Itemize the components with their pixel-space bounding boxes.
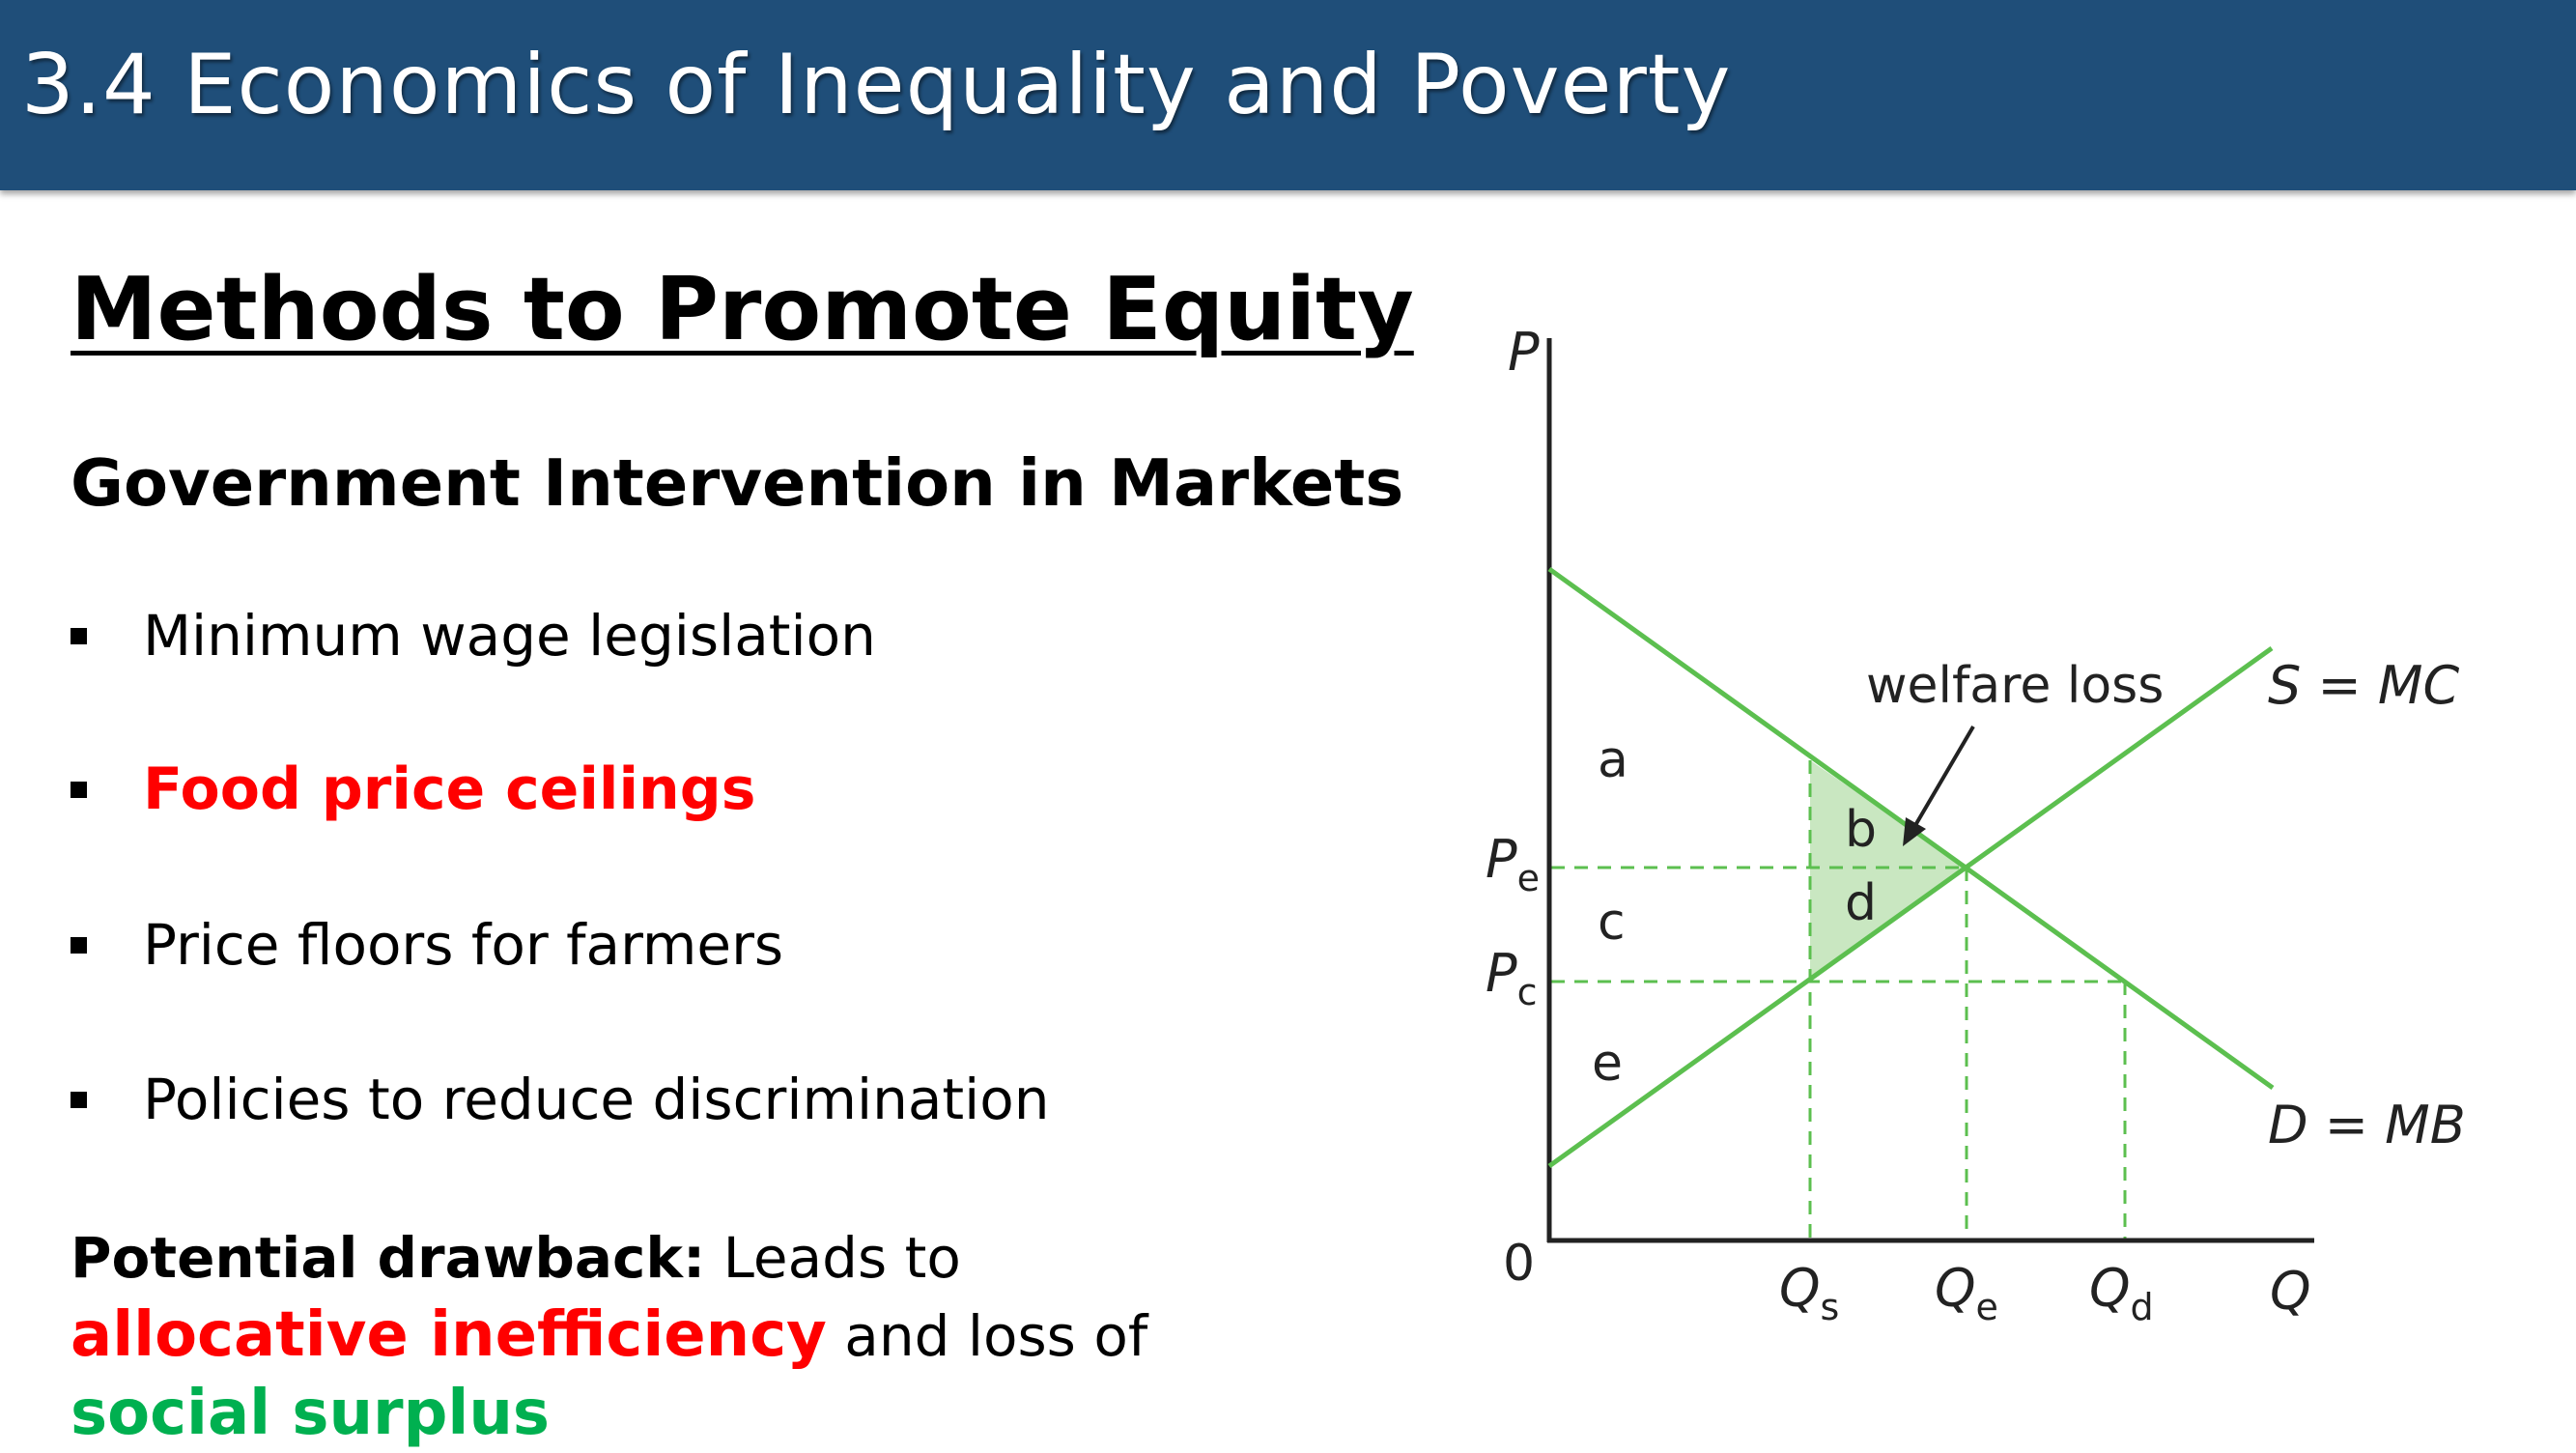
- area-label-c: c: [1598, 894, 1626, 952]
- square-bullet-icon: [71, 781, 87, 798]
- price-ceiling-diagram: P Q 0 Pe Pc Qs Qe Qd S = MC D = MB welfa…: [1486, 322, 2466, 1328]
- bullet-item: Price floors for farmers: [71, 911, 783, 979]
- welfare-loss-arrow-line: [1912, 725, 1975, 829]
- welfare-loss-arrowhead-icon: [1903, 817, 1926, 846]
- pe-label: Pe: [1486, 829, 1540, 899]
- bullet-item: Minimum wage legislation: [71, 602, 876, 670]
- welfare-loss-area: [1810, 760, 1967, 982]
- supply-curve: [1547, 645, 2274, 1169]
- drawback-text: and loss of: [826, 1303, 1148, 1369]
- bullet-text: Food price ceilings: [143, 755, 756, 823]
- slide-title: Methods to Promote Equity: [71, 259, 1414, 360]
- pc-label: Pc: [1486, 943, 1537, 1013]
- drawback-emphasis-red: allocative inefficiency: [71, 1299, 827, 1371]
- bullet-item: Policies to reduce discrimination: [71, 1066, 1049, 1133]
- bullet-item-highlighted: Food price ceilings: [71, 755, 755, 823]
- y-axis-label: P: [1508, 322, 1540, 383]
- bullet-text: Minimum wage legislation: [143, 603, 876, 669]
- square-bullet-icon: [71, 627, 87, 644]
- square-bullet-icon: [71, 936, 87, 954]
- qs-label: Qs: [1779, 1258, 1839, 1328]
- header-bar: 3.4 Economics of Inequality and Poverty: [0, 0, 2576, 190]
- area-label-d: d: [1845, 874, 1877, 932]
- drawback-text: Leads to: [705, 1225, 961, 1291]
- area-label-e: e: [1592, 1035, 1623, 1093]
- area-label-b: b: [1845, 801, 1877, 859]
- drawback-note: Potential drawback: Leads to allocative …: [71, 1219, 1268, 1453]
- qd-label: Qd: [2089, 1258, 2154, 1328]
- bullet-list: Minimum wage legislation Food price ceil…: [71, 0, 1423, 1159]
- header-title: 3.4 Economics of Inequality and Poverty: [21, 37, 1732, 133]
- welfare-loss-label: welfare loss: [1866, 657, 2164, 715]
- drawback-emphasis-green: social surplus: [71, 1378, 550, 1449]
- area-label-a: a: [1598, 731, 1628, 789]
- guide-lines: [1551, 760, 2127, 1239]
- origin-label: 0: [1503, 1235, 1535, 1293]
- square-bullet-icon: [71, 1091, 87, 1108]
- slide-subtitle: Government Intervention in Markets: [71, 445, 1404, 521]
- qe-label: Qe: [1935, 1258, 1998, 1328]
- supply-label: S = MC: [2268, 655, 2459, 716]
- drawback-label: Potential drawback:: [71, 1225, 706, 1291]
- bullet-text: Policies to reduce discrimination: [143, 1067, 1050, 1132]
- demand-label: D = MB: [2268, 1095, 2466, 1155]
- x-axis-label: Q: [2270, 1261, 2311, 1322]
- bullet-text: Price floors for farmers: [143, 912, 784, 978]
